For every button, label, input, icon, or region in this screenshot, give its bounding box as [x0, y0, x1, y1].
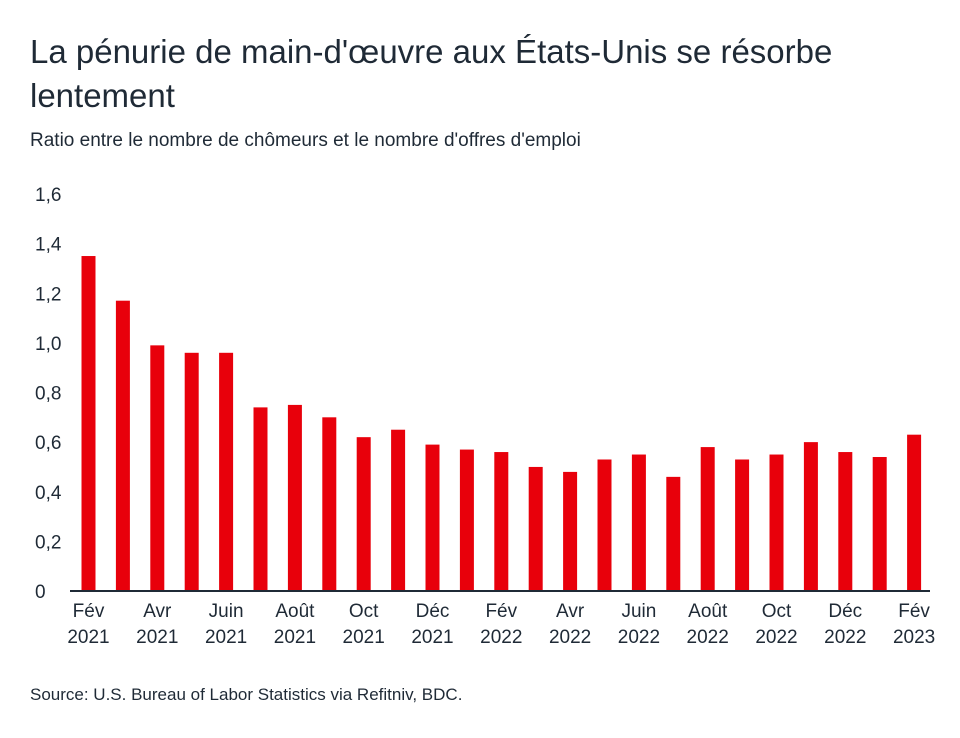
- x-tick-month-label: Oct: [349, 601, 379, 622]
- bar: [425, 444, 440, 591]
- bar: [838, 452, 853, 591]
- chart-subtitle: Ratio entre le nombre de chômeurs et le …: [30, 130, 581, 151]
- x-tick-month-label: Fév: [73, 601, 105, 622]
- x-tick-month-label: Août: [688, 601, 728, 622]
- source-note: Source: U.S. Bureau of Labor Statistics …: [30, 685, 463, 704]
- x-tick-month-label: Avr: [143, 601, 172, 622]
- y-tick-label: 0,2: [35, 532, 61, 553]
- x-tick-month-label: Fév: [898, 601, 930, 622]
- bar: [528, 466, 543, 591]
- x-tick-month-label: Fév: [485, 601, 517, 622]
- y-tick-label: 0,4: [35, 483, 62, 504]
- y-tick-label: 0,6: [35, 433, 61, 454]
- chart-title: La pénurie de main-d'œuvre aux États-Uni…: [30, 33, 833, 114]
- bar: [184, 352, 199, 591]
- x-tick-year-label: 2022: [549, 627, 591, 648]
- x-tick-month-label: Déc: [828, 601, 862, 622]
- bar: [769, 454, 784, 591]
- y-tick-label: 0,8: [35, 384, 61, 405]
- x-tick-year-label: 2022: [687, 627, 729, 648]
- bar: [219, 352, 234, 591]
- x-tick-year-label: 2022: [755, 627, 797, 648]
- bar: [563, 471, 578, 591]
- y-tick-label: 1,2: [35, 284, 61, 305]
- bar: [287, 404, 302, 591]
- bar: [803, 442, 818, 591]
- x-tick-year-label: 2021: [411, 627, 453, 648]
- bar: [115, 300, 130, 591]
- y-axis-ticks: 0 0,2 0,4 0,6 0,8 1,0 1,2 1,4 1,6: [35, 185, 62, 603]
- x-tick-month-label: Avr: [556, 601, 585, 622]
- bar: [631, 454, 646, 591]
- x-tick-year-label: 2021: [205, 627, 247, 648]
- x-tick-month-label: Juin: [209, 601, 244, 622]
- x-axis-ticks: Fév 2021 Avr 2021 Juin 2021 Août 2021 Oct 2021 Déc…: [67, 601, 935, 648]
- x-tick-year-label: 2023: [893, 627, 935, 648]
- x-tick-year-label: 2021: [136, 627, 178, 648]
- bar: [459, 449, 474, 591]
- bar: [322, 417, 337, 591]
- x-tick-month-label: Déc: [416, 601, 450, 622]
- x-tick-year-label: 2021: [67, 627, 109, 648]
- x-tick-month-label: Juin: [621, 601, 656, 622]
- bar: [872, 457, 887, 591]
- y-tick-label: 1,6: [35, 185, 61, 206]
- y-tick-label: 1,0: [35, 334, 61, 355]
- x-tick-year-label: 2022: [618, 627, 660, 648]
- bar: [150, 345, 165, 591]
- x-tick-month-label: Août: [275, 601, 315, 622]
- bar: [81, 256, 96, 591]
- bar: [494, 452, 509, 591]
- bar: [666, 476, 681, 591]
- bar-chart: 0 0,2 0,4 0,6 0,8 1,0 1,2 1,4 1,6 Fév 2021 Avr 2021…: [35, 185, 935, 648]
- x-tick-year-label: 2022: [824, 627, 866, 648]
- bar: [391, 429, 406, 591]
- x-tick-year-label: 2021: [343, 627, 385, 648]
- bar: [253, 407, 268, 591]
- bar: [700, 447, 715, 591]
- y-tick-label: 1,4: [35, 235, 62, 256]
- x-tick-year-label: 2022: [480, 627, 522, 648]
- bar: [356, 437, 371, 591]
- bar: [597, 459, 612, 591]
- bar: [907, 434, 922, 591]
- x-tick-month-label: Oct: [762, 601, 792, 622]
- bars: [81, 256, 922, 591]
- x-tick-year-label: 2021: [274, 627, 316, 648]
- bar: [735, 459, 750, 591]
- y-tick-label: 0: [35, 582, 46, 603]
